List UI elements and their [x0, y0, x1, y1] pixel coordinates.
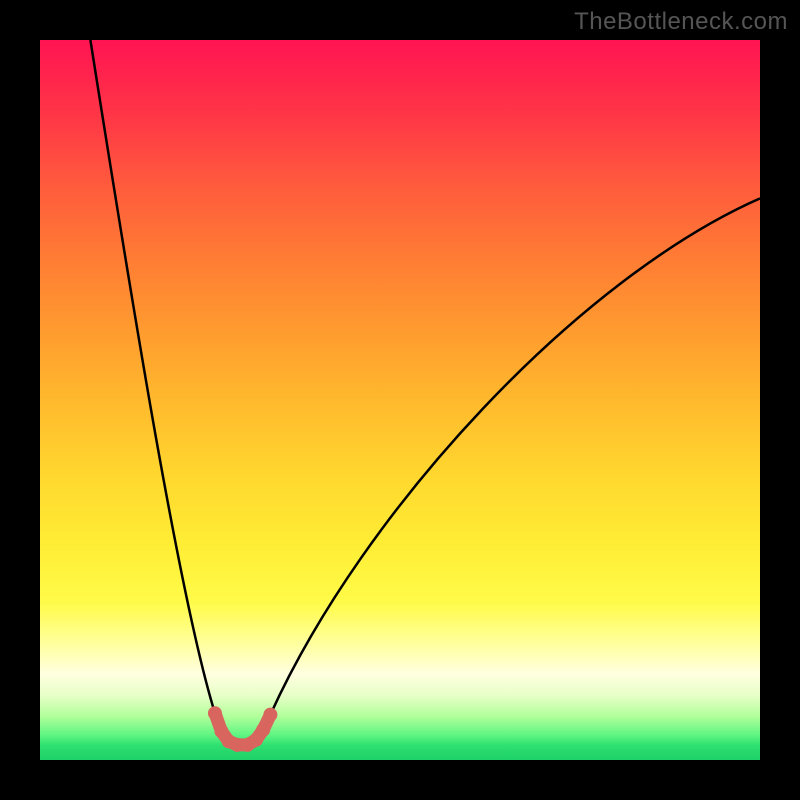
- plot-svg: [40, 40, 760, 760]
- valley-marker: [208, 706, 222, 720]
- watermark-text: TheBottleneck.com: [574, 8, 788, 36]
- valley-marker: [256, 723, 270, 737]
- chart-container: TheBottleneck.com: [0, 0, 800, 800]
- valley-marker: [263, 708, 277, 722]
- gradient-background: [40, 40, 760, 760]
- plot-area: [40, 40, 760, 760]
